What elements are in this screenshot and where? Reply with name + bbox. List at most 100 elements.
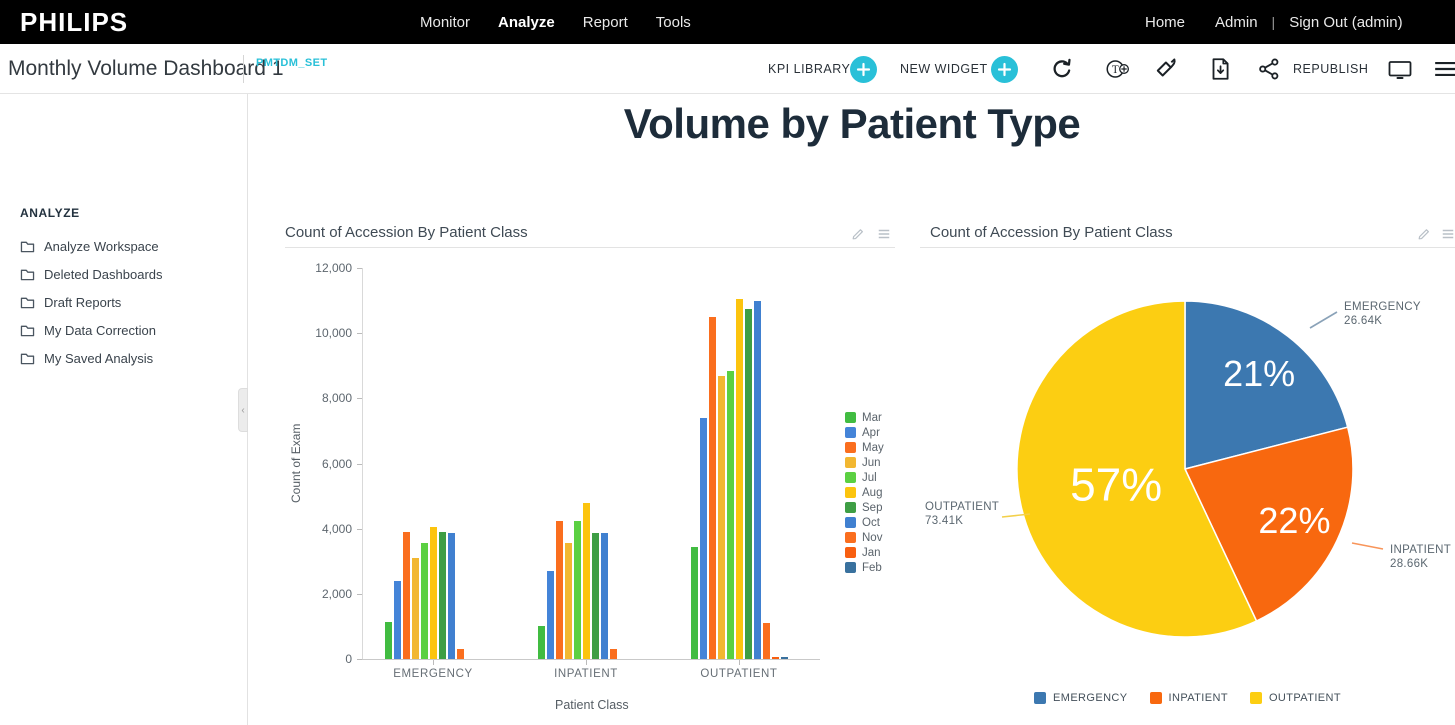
legend-label: INPATIENT xyxy=(1168,692,1228,704)
folder-icon xyxy=(20,241,35,252)
legend-item-sep[interactable]: Sep xyxy=(845,500,884,515)
fill-format-button[interactable] xyxy=(1153,55,1181,83)
bar-inpatient-apr[interactable] xyxy=(546,571,554,659)
legend-item-outpatient[interactable]: OUTPATIENT xyxy=(1249,692,1341,704)
folder-icon xyxy=(20,269,35,280)
nav-item-tools[interactable]: Tools xyxy=(655,13,691,31)
legend-item-may[interactable]: May xyxy=(845,440,884,455)
legend-label: Aug xyxy=(862,486,883,499)
pie-slice-outpatient[interactable] xyxy=(1016,300,1258,638)
bar-emergency-aug[interactable] xyxy=(429,527,437,659)
bar-inpatient-mar[interactable] xyxy=(537,626,545,659)
bar-emergency-oct[interactable] xyxy=(447,532,455,659)
edit-widget-button[interactable] xyxy=(849,226,867,244)
bar-outpatient-sep[interactable] xyxy=(744,308,752,659)
menu-icon xyxy=(1442,229,1454,238)
callout-line xyxy=(1001,513,1031,518)
legend-item-oct[interactable]: Oct xyxy=(845,515,884,530)
bar-inpatient-may[interactable] xyxy=(555,520,563,659)
pie-slice-emergency[interactable] xyxy=(1184,300,1349,470)
sidebar-item-my-saved-analysis[interactable]: My Saved Analysis xyxy=(0,344,248,372)
home-link[interactable]: Home xyxy=(1145,13,1186,31)
add-text-icon: T xyxy=(1106,60,1129,78)
bar-outpatient-apr[interactable] xyxy=(699,417,707,659)
bar-emergency-jun[interactable] xyxy=(411,557,419,659)
bar-inpatient-oct[interactable] xyxy=(600,532,608,659)
sidebar-item-deleted-dashboards[interactable]: Deleted Dashboards xyxy=(0,260,248,288)
legend-label: Mar xyxy=(862,411,882,424)
legend-item-emergency[interactable]: EMERGENCY xyxy=(1034,692,1128,704)
sidebar-collapse-handle[interactable]: ‹ xyxy=(238,388,248,432)
legend-item-inpatient[interactable]: INPATIENT xyxy=(1149,692,1228,704)
export-document-button[interactable] xyxy=(1206,55,1234,83)
legend-swatch xyxy=(845,487,856,498)
callout-line xyxy=(1351,542,1384,550)
bar-emergency-mar[interactable] xyxy=(384,621,392,659)
x-category-label: EMERGENCY xyxy=(393,668,473,680)
bar-outpatient-mar[interactable] xyxy=(690,546,698,659)
bar-emergency-sep[interactable] xyxy=(438,531,446,659)
add-widget-button[interactable] xyxy=(990,55,1018,83)
admin-link[interactable]: Admin xyxy=(1215,13,1258,31)
analyze-sidebar: ANALYZE Analyze Workspace Deleted Dashboa… xyxy=(0,94,248,725)
legend-item-nov[interactable]: Nov xyxy=(845,530,884,545)
bar-emergency-nov[interactable] xyxy=(456,649,464,659)
bar-emergency-may[interactable] xyxy=(402,531,410,659)
sidebar-item-draft-reports[interactable]: Draft Reports xyxy=(0,288,248,316)
legend-item-aug[interactable]: Aug xyxy=(845,485,884,500)
folder-icon xyxy=(20,353,35,364)
legend-label: Jul xyxy=(862,471,877,484)
bar-outpatient-nov[interactable] xyxy=(762,623,770,659)
sidebar-item-my-data-correction[interactable]: My Data Correction xyxy=(0,316,248,344)
bar-outpatient-jul[interactable] xyxy=(726,370,734,659)
pie-percent-label: 57% xyxy=(1070,458,1162,510)
legend-item-jan[interactable]: Jan xyxy=(845,545,884,560)
bar-inpatient-jun[interactable] xyxy=(564,543,572,659)
legend-item-jul[interactable]: Jul xyxy=(845,470,884,485)
sidebar-item-analyze-workspace[interactable]: Analyze Workspace xyxy=(0,232,248,260)
pie-slice-inpatient[interactable] xyxy=(1183,426,1354,622)
bar-outpatient-oct[interactable] xyxy=(753,300,761,659)
toolbar-menu-button[interactable] xyxy=(1432,55,1455,83)
dataset-link[interactable]: PMTDM_SET xyxy=(256,57,328,69)
nav-item-report[interactable]: Report xyxy=(582,13,628,31)
add-kpi-button[interactable] xyxy=(849,55,877,83)
menu-icon xyxy=(1435,61,1455,77)
widget-menu-button[interactable] xyxy=(1439,226,1455,244)
page-title: Volume by Patient Type xyxy=(623,100,1081,147)
add-text-button[interactable]: T xyxy=(1105,55,1133,83)
bar-outpatient-may[interactable] xyxy=(708,316,716,659)
bar-inpatient-sep[interactable] xyxy=(591,532,599,659)
legend-item-feb[interactable]: Feb xyxy=(845,560,884,575)
nav-item-analyze[interactable]: Analyze xyxy=(498,13,555,31)
bar-outpatient-jan[interactable] xyxy=(771,657,779,659)
edit-widget-button[interactable] xyxy=(1415,226,1433,244)
legend-item-apr[interactable]: Apr xyxy=(845,425,884,440)
share-button[interactable] xyxy=(1255,55,1283,83)
display-mode-button[interactable] xyxy=(1386,55,1414,83)
legend-item-mar[interactable]: Mar xyxy=(845,410,884,425)
pie-chart-widget: Count of Accession By Patient Class 21% 2… xyxy=(920,222,1455,725)
y-tick-mark xyxy=(357,528,362,530)
y-tick-label: 10,000 xyxy=(315,326,352,341)
pie-percent-label: 22% xyxy=(1258,500,1330,541)
bar-emergency-jul[interactable] xyxy=(420,543,428,659)
bar-outpatient-feb[interactable] xyxy=(780,657,788,659)
bar-emergency-apr[interactable] xyxy=(393,580,401,659)
add-kpi-icon xyxy=(849,55,877,83)
bar-inpatient-jul[interactable] xyxy=(573,520,581,659)
legend-swatch xyxy=(845,412,856,423)
x-category-label: INPATIENT xyxy=(554,668,618,680)
legend-item-jun[interactable]: Jun xyxy=(845,455,884,470)
bar-outpatient-aug[interactable] xyxy=(735,298,743,659)
refresh-button[interactable] xyxy=(1048,55,1076,83)
nav-item-monitor[interactable]: Monitor xyxy=(420,13,471,31)
sign-out-link[interactable]: Sign Out (admin) xyxy=(1289,13,1403,31)
bar-outpatient-jun[interactable] xyxy=(717,375,725,659)
republish-label[interactable]: REPUBLISH xyxy=(1293,62,1369,76)
separator: | xyxy=(1271,14,1276,30)
bar-inpatient-aug[interactable] xyxy=(582,502,590,659)
widget-title: Count of Accession By Patient Class xyxy=(930,224,1173,241)
widget-menu-button[interactable] xyxy=(875,226,893,244)
bar-inpatient-nov[interactable] xyxy=(609,648,617,659)
